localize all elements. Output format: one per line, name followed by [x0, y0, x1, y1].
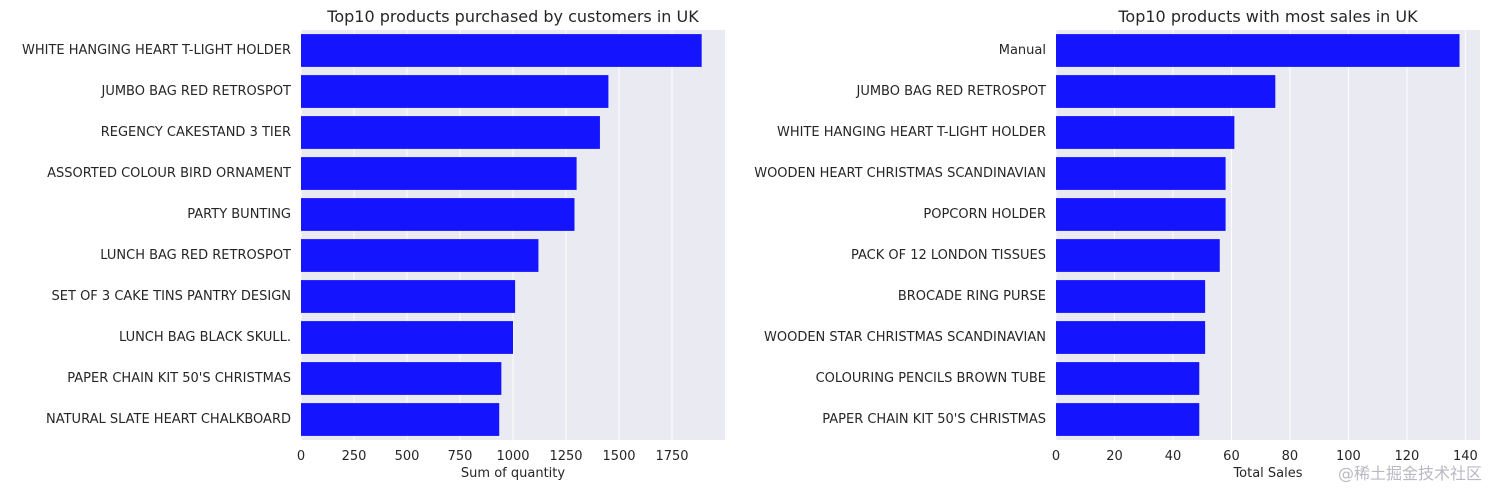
- category-label: LUNCH BAG BLACK SKULL.: [119, 330, 291, 345]
- bar: [301, 157, 577, 190]
- bar: [1056, 157, 1226, 190]
- bar: [301, 403, 500, 436]
- category-label: JUMBO BAG RED RETROSPOT: [100, 84, 291, 99]
- x-tick-label: 500: [395, 449, 420, 464]
- x-tick-label: 1000: [496, 449, 529, 464]
- x-axis-label: Total Sales: [1232, 466, 1302, 481]
- bar: [301, 34, 702, 67]
- x-tick-label: 1750: [655, 449, 688, 464]
- x-tick-label: 1500: [602, 449, 635, 464]
- category-label: WOODEN HEART CHRISTMAS SCANDINAVIAN: [754, 166, 1046, 181]
- bar: [1056, 34, 1460, 67]
- chart-title: Top10 products purchased by customers in…: [326, 7, 699, 26]
- chart-title: Top10 products with most sales in UK: [1117, 7, 1418, 26]
- category-label: WHITE HANGING HEART T-LIGHT HOLDER: [777, 125, 1046, 140]
- bar: [301, 198, 575, 231]
- category-label: ASSORTED COLOUR BIRD ORNAMENT: [47, 166, 291, 181]
- x-tick-label: 1250: [549, 449, 582, 464]
- category-label: Manual: [999, 43, 1046, 58]
- x-tick-label: 100: [1336, 449, 1361, 464]
- x-tick-label: 250: [342, 449, 367, 464]
- category-label: BROCADE RING PURSE: [898, 289, 1046, 304]
- category-label: PARTY BUNTING: [187, 207, 291, 222]
- bar: [1056, 75, 1276, 108]
- category-label: POPCORN HOLDER: [923, 207, 1046, 222]
- category-label: PAPER CHAIN KIT 50'S CHRISTMAS: [822, 412, 1046, 427]
- category-label: SET OF 3 CAKE TINS PANTRY DESIGN: [52, 289, 291, 304]
- bar: [1056, 116, 1235, 149]
- category-label: WOODEN STAR CHRISTMAS SCANDINAVIAN: [764, 330, 1046, 345]
- bar: [1056, 321, 1206, 354]
- bar: [301, 239, 539, 272]
- x-tick-label: 120: [1394, 449, 1419, 464]
- bar: [301, 321, 513, 354]
- category-label: REGENCY CAKESTAND 3 TIER: [101, 125, 291, 140]
- x-tick-label: 750: [448, 449, 473, 464]
- x-tick-label: 80: [1282, 449, 1299, 464]
- x-tick-label: 40: [1165, 449, 1182, 464]
- category-label: COLOURING PENCILS BROWN TUBE: [816, 371, 1046, 386]
- category-label: JUMBO BAG RED RETROSPOT: [855, 84, 1046, 99]
- x-tick-label: 0: [1052, 449, 1060, 464]
- chart-panel-1: WHITE HANGING HEART T-LIGHT HOLDER JUMBO …: [22, 7, 725, 481]
- category-label: LUNCH BAG RED RETROSPOT: [100, 248, 291, 263]
- x-tick-label: 140: [1453, 449, 1478, 464]
- bar: [1056, 198, 1226, 231]
- x-axis-label: Sum of quantity: [461, 466, 565, 481]
- bar: [301, 116, 600, 149]
- category-label: PAPER CHAIN KIT 50'S CHRISTMAS: [67, 371, 291, 386]
- watermark-text: @稀土掘金技术社区: [1338, 464, 1482, 483]
- x-tick-label: 0: [297, 449, 305, 464]
- category-label: WHITE HANGING HEART T-LIGHT HOLDER: [22, 43, 291, 58]
- chart-panel-2: Manual JUMBO BAG RED RETROSPOT WHITE HANGI…: [754, 7, 1480, 481]
- bar: [1056, 280, 1206, 313]
- bar: [301, 280, 516, 313]
- x-tick-label: 60: [1223, 449, 1240, 464]
- category-label: NATURAL SLATE HEART CHALKBOARD: [46, 412, 291, 427]
- bar: [1056, 239, 1220, 272]
- x-tick-label: 20: [1106, 449, 1123, 464]
- bar: [1056, 403, 1200, 436]
- category-label: PACK OF 12 LONDON TISSUES: [851, 248, 1046, 263]
- bar: [301, 362, 502, 395]
- bar: [301, 75, 609, 108]
- bar: [1056, 362, 1200, 395]
